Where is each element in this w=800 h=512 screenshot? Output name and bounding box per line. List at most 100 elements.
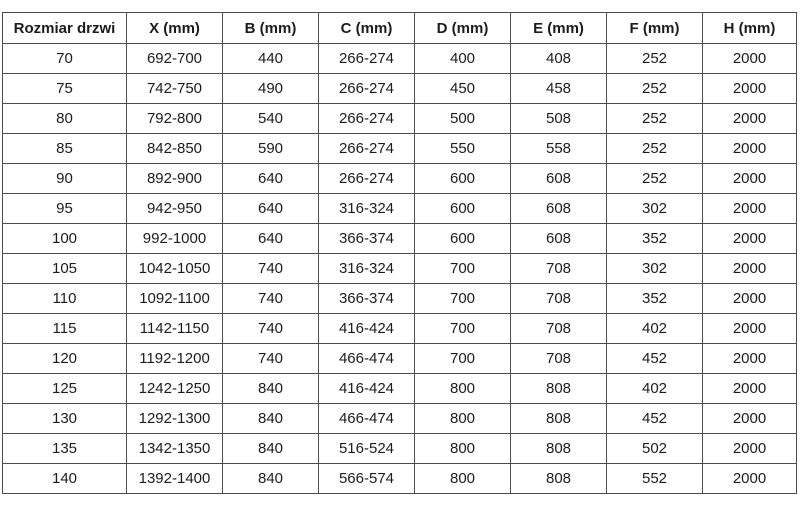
table-cell: 540: [222, 103, 319, 134]
table-cell: 2000: [702, 313, 797, 344]
table-cell: 252: [606, 133, 703, 164]
table-cell: 252: [606, 163, 703, 194]
table-cell: 2000: [702, 103, 797, 134]
header-row: Rozmiar drzwi X (mm) B (mm) C (mm) D (mm) E (…: [2, 12, 797, 44]
table-cell: 366-374: [318, 223, 415, 254]
table-cell: 85: [2, 133, 127, 164]
table-cell: 2000: [702, 163, 797, 194]
table-cell: 942-950: [126, 193, 223, 224]
table-cell: 2000: [702, 463, 797, 494]
table-row: 80 792-800 540 266-274 500 508 252 2000: [2, 103, 797, 134]
table-cell: 608: [510, 193, 607, 224]
table-cell: 742-750: [126, 73, 223, 104]
table-cell: 266-274: [318, 43, 415, 74]
table-cell: 2000: [702, 43, 797, 74]
table-cell: 1092-1100: [126, 283, 223, 314]
table-cell: 90: [2, 163, 127, 194]
table-cell: 440: [222, 43, 319, 74]
table-cell: 408: [510, 43, 607, 74]
table-row: 135 1342-1350 840 516-524 800 808 502 2000: [2, 433, 797, 464]
table-cell: 2000: [702, 193, 797, 224]
table-cell: 125: [2, 373, 127, 404]
table-row: 120 1192-1200 740 466-474 700 708 452 2000: [2, 343, 797, 374]
table-cell: 700: [414, 313, 511, 344]
table-cell: 266-274: [318, 73, 415, 104]
table-cell: 550: [414, 133, 511, 164]
table-cell: 1292-1300: [126, 403, 223, 434]
table-cell: 316-324: [318, 193, 415, 224]
table-cell: 416-424: [318, 373, 415, 404]
table-cell: 992-1000: [126, 223, 223, 254]
table-cell: 140: [2, 463, 127, 494]
table-row: 105 1042-1050 740 316-324 700 708 302 2000: [2, 253, 797, 284]
column-header: C (mm): [318, 12, 415, 44]
column-header: X (mm): [126, 12, 223, 44]
table-cell: 2000: [702, 223, 797, 254]
table-cell: 740: [222, 283, 319, 314]
table-cell: 808: [510, 463, 607, 494]
table-cell: 130: [2, 403, 127, 434]
table-row: 110 1092-1100 740 366-374 700 708 352 2000: [2, 283, 797, 314]
column-header: Rozmiar drzwi: [2, 12, 127, 44]
table-cell: 100: [2, 223, 127, 254]
table-cell: 792-800: [126, 103, 223, 134]
table-cell: 416-424: [318, 313, 415, 344]
table-cell: 608: [510, 223, 607, 254]
table-cell: 1192-1200: [126, 343, 223, 374]
table-cell: 516-524: [318, 433, 415, 464]
table-cell: 2000: [702, 253, 797, 284]
table-cell: 402: [606, 313, 703, 344]
table-cell: 302: [606, 193, 703, 224]
table-cell: 252: [606, 43, 703, 74]
table-cell: 452: [606, 403, 703, 434]
table-cell: 135: [2, 433, 127, 464]
table-cell: 70: [2, 43, 127, 74]
table-cell: 1142-1150: [126, 313, 223, 344]
table-cell: 808: [510, 373, 607, 404]
table-row: 75 742-750 490 266-274 450 458 252 2000: [2, 73, 797, 104]
table-cell: 600: [414, 223, 511, 254]
table-cell: 466-474: [318, 403, 415, 434]
table-cell: 105: [2, 253, 127, 284]
table-cell: 2000: [702, 73, 797, 104]
table-cell: 840: [222, 433, 319, 464]
table-cell: 842-850: [126, 133, 223, 164]
table-row: 115 1142-1150 740 416-424 700 708 402 2000: [2, 313, 797, 344]
column-header: F (mm): [606, 12, 703, 44]
table-cell: 800: [414, 433, 511, 464]
table-cell: 400: [414, 43, 511, 74]
page: Rozmiar drzwi X (mm) B (mm) C (mm) D (mm) E (…: [2, 12, 797, 494]
table-cell: 708: [510, 313, 607, 344]
table-cell: 608: [510, 163, 607, 194]
table-cell: 892-900: [126, 163, 223, 194]
table-row: 90 892-900 640 266-274 600 608 252 2000: [2, 163, 797, 194]
table-cell: 450: [414, 73, 511, 104]
table-cell: 508: [510, 103, 607, 134]
table-cell: 800: [414, 373, 511, 404]
table-cell: 590: [222, 133, 319, 164]
table-row: 140 1392-1400 840 566-574 800 808 552 2000: [2, 463, 797, 494]
table-cell: 840: [222, 463, 319, 494]
table-cell: 708: [510, 343, 607, 374]
table-body: 70 692-700 440 266-274 400 408 252 2000 75 742-75…: [2, 43, 797, 494]
table-cell: 840: [222, 373, 319, 404]
table-cell: 120: [2, 343, 127, 374]
table-cell: 2000: [702, 133, 797, 164]
table-cell: 600: [414, 163, 511, 194]
table-row: 130 1292-1300 840 466-474 800 808 452 2000: [2, 403, 797, 434]
table-row: 95 942-950 640 316-324 600 608 302 2000: [2, 193, 797, 224]
table-cell: 740: [222, 253, 319, 284]
column-header: H (mm): [702, 12, 797, 44]
table-cell: 352: [606, 283, 703, 314]
table-cell: 316-324: [318, 253, 415, 284]
table-cell: 75: [2, 73, 127, 104]
table-cell: 2000: [702, 283, 797, 314]
table-cell: 1242-1250: [126, 373, 223, 404]
table-cell: 115: [2, 313, 127, 344]
table-row: 100 992-1000 640 366-374 600 608 352 2000: [2, 223, 797, 254]
table-cell: 80: [2, 103, 127, 134]
table-cell: 692-700: [126, 43, 223, 74]
table-cell: 1342-1350: [126, 433, 223, 464]
table-cell: 640: [222, 163, 319, 194]
table-row: 85 842-850 590 266-274 550 558 252 2000: [2, 133, 797, 164]
